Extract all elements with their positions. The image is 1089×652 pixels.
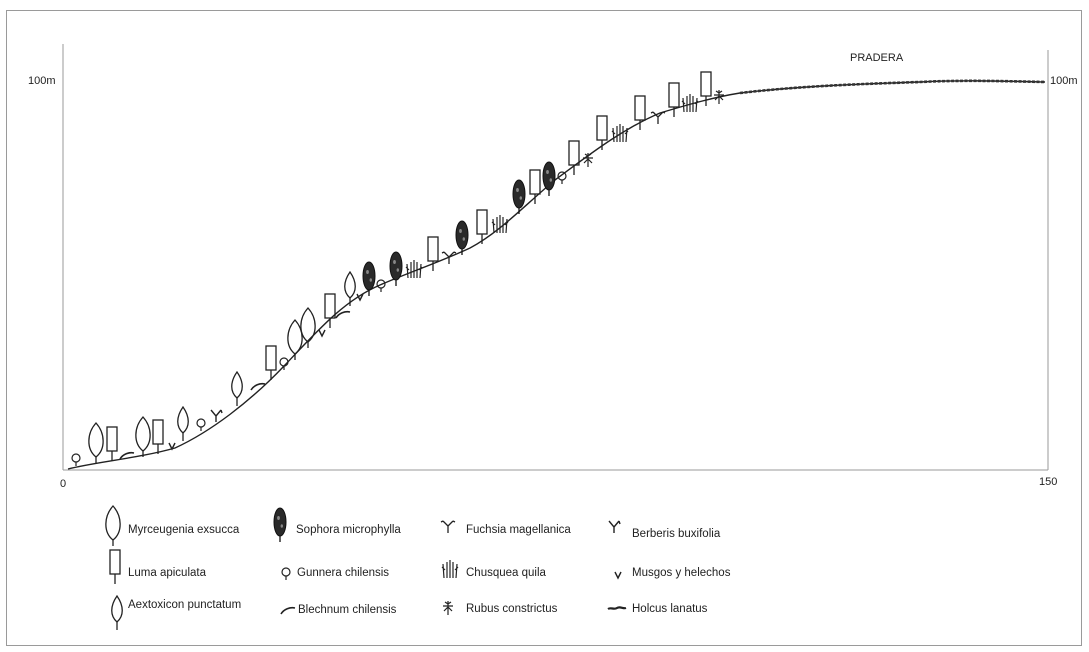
- legend-label: Rubus constrictus: [466, 603, 558, 615]
- myrceugenia-icon: [88, 422, 104, 464]
- chusquea-icon: [681, 93, 699, 113]
- sophora-icon: [542, 161, 556, 197]
- legend-label: Chusquea quila: [466, 567, 547, 579]
- legend-item: Chusquea quila: [441, 559, 547, 579]
- terrain-profile-line: [67, 80, 1046, 470]
- luma-icon: [106, 426, 118, 462]
- gunnera-icon: [71, 453, 81, 467]
- legend-label: Sophora microphylla: [296, 524, 401, 536]
- legend-label: Gunnera chilensis: [297, 567, 389, 579]
- gunnera-icon: [557, 171, 567, 185]
- luma-icon: [529, 169, 541, 205]
- legend-item: Aextoxicon punctatum: [111, 595, 241, 631]
- holcus-icon: [606, 606, 628, 611]
- zone-label-pradera: PRADERA: [850, 52, 904, 64]
- aextoxicon-icon: [231, 371, 243, 407]
- rubus-icon: [442, 600, 454, 616]
- chusquea-icon: [611, 123, 629, 143]
- legend-label: Fuchsia magellanica: [466, 524, 571, 536]
- luma-icon: [568, 140, 580, 176]
- berberis-icon: [608, 520, 621, 534]
- luma-icon: [668, 82, 680, 118]
- legend-label: Luma apiculata: [128, 567, 207, 579]
- gunnera-icon: [376, 279, 386, 293]
- legend-label: Holcus lanatus: [632, 603, 708, 615]
- rubus-icon: [582, 152, 594, 168]
- aextoxicon-icon: [111, 595, 123, 631]
- legend: Myrceugenia exsucca Sophora microphylla …: [105, 505, 731, 631]
- blechnum-icon: [280, 606, 296, 615]
- sophora-icon: [273, 507, 287, 543]
- fuchsia-icon: [440, 520, 456, 534]
- gunnera-icon: [281, 567, 291, 581]
- myrceugenia-icon: [287, 319, 303, 361]
- luma-icon: [109, 549, 121, 585]
- x-axis-end-label: 150: [1039, 476, 1057, 488]
- meadow-grass-texture: [739, 79, 1046, 95]
- luma-icon: [152, 419, 164, 455]
- legend-item: Musgos y helechos: [614, 567, 731, 579]
- legend-label: Myrceugenia exsucca: [128, 524, 240, 536]
- aextoxicon-icon: [344, 271, 356, 307]
- legend-item: Sophora microphylla: [273, 507, 401, 543]
- sophora-icon: [389, 251, 403, 287]
- legend-item: Rubus constrictus: [442, 600, 558, 616]
- legend-item: Myrceugenia exsucca: [105, 505, 240, 547]
- legend-item: Berberis buxifolia: [608, 520, 721, 540]
- legend-item: Luma apiculata: [109, 549, 207, 585]
- legend-item: Gunnera chilensis: [281, 567, 389, 581]
- myrceugenia-icon: [105, 505, 121, 547]
- figure-frame: [6, 10, 1082, 646]
- chusquea-icon: [491, 214, 509, 234]
- fuchsia-icon: [441, 251, 457, 265]
- legend-item: Blechnum chilensis: [280, 604, 397, 616]
- sophora-icon: [512, 179, 526, 215]
- luma-icon: [427, 236, 439, 272]
- x-axis-start-label: 0: [60, 478, 66, 490]
- aextoxicon-icon: [177, 406, 189, 442]
- chusquea-icon: [405, 259, 423, 279]
- sophora-icon: [362, 261, 376, 297]
- luma-icon: [596, 115, 608, 151]
- myrceugenia-icon: [300, 307, 316, 349]
- chusquea-icon: [441, 559, 459, 579]
- myrceugenia-icon: [135, 416, 151, 458]
- musgos-icon: [318, 329, 326, 337]
- musgos-icon: [614, 571, 622, 579]
- y-axis-top-label-left: 100m: [28, 75, 56, 87]
- vegetation-symbols: [71, 71, 725, 467]
- legend-item: Holcus lanatus: [606, 603, 708, 615]
- legend-item: Fuchsia magellanica: [440, 520, 571, 536]
- legend-label: Musgos y helechos: [632, 567, 731, 579]
- legend-label: Blechnum chilensis: [298, 604, 397, 616]
- legend-label: Aextoxicon punctatum: [128, 599, 241, 611]
- legend-label: Berberis buxifolia: [632, 528, 721, 540]
- gunnera-icon: [196, 418, 206, 432]
- berberis-icon: [210, 409, 223, 423]
- y-axis-top-label-right: 100m: [1050, 75, 1078, 87]
